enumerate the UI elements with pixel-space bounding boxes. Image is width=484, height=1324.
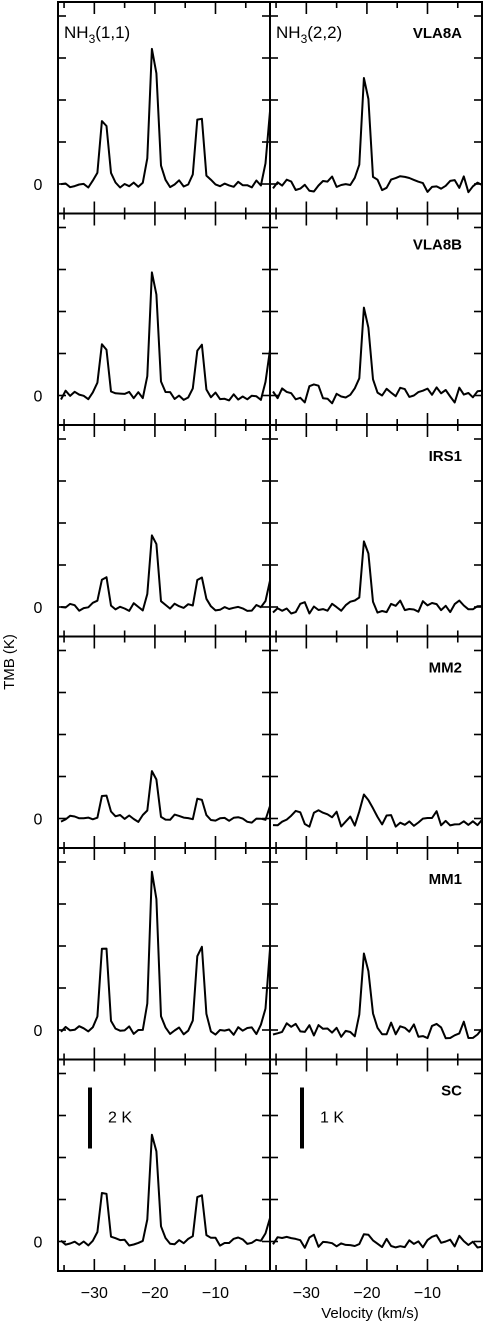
y-zero-label: 0: [34, 1023, 43, 1040]
x-tick-label: −30: [81, 1285, 108, 1302]
x-tick-label: −10: [202, 1285, 229, 1302]
x-tick-label: −20: [141, 1285, 168, 1302]
panel-frame: [269, 1058, 483, 1272]
source-label: VLA8A: [413, 25, 462, 42]
y-zero-label: 0: [34, 812, 43, 829]
y-zero-label: 0: [34, 389, 43, 406]
spectrum-line: [272, 77, 483, 194]
y-zero-label: 0: [34, 600, 43, 617]
spectrum-line: [60, 271, 271, 402]
x-axis-label: Velocity (km/s): [321, 1305, 419, 1322]
column-header: NH3(2,2): [276, 23, 342, 46]
source-label: MM1: [429, 871, 462, 888]
y-zero-label: 0: [34, 177, 43, 194]
panel-frame: [57, 212, 271, 426]
panel-mm2-nh3-22: [269, 635, 483, 849]
spectrum-line: [272, 952, 483, 1040]
panel-mm2-nh3-11: [57, 635, 271, 849]
panel-vla8b-nh3-11: [57, 212, 271, 426]
spectrum-line: [272, 540, 483, 615]
source-label: VLA8B: [413, 237, 462, 254]
y-axis-label: TMB (K): [1, 634, 18, 690]
spectrum-line: [60, 770, 271, 824]
spectrum-line: [272, 1233, 483, 1249]
scale-bar-label: 1 K: [320, 1110, 344, 1127]
scale-bar-label: 2 K: [108, 1110, 132, 1127]
spectrum-line: [60, 1133, 271, 1247]
x-tick-label: −20: [353, 1285, 380, 1302]
spectrum-line: [272, 306, 483, 405]
source-label: IRS1: [429, 448, 462, 465]
panel-mm1-nh3-11: [57, 847, 271, 1061]
x-tick-label: −30: [293, 1285, 320, 1302]
spectrum-line: [60, 47, 271, 189]
panel-sc-nh3-22: [269, 1058, 483, 1272]
spectrum-line: [60, 534, 271, 612]
column-header: NH3(1,1): [64, 23, 130, 46]
panel-sc-nh3-11: [57, 1058, 271, 1272]
spectrum-line: [272, 793, 483, 828]
panel-irs1-nh3-11: [57, 424, 271, 638]
y-zero-label: 0: [34, 1235, 43, 1252]
source-label: MM2: [429, 660, 462, 677]
source-label: SC: [441, 1083, 462, 1100]
x-tick-label: −10: [414, 1285, 441, 1302]
spectrum-line: [60, 870, 271, 1036]
panel-grid: 0 VLA8A 0 VLA8B 0 IRS1 0 MM2 0 MM1 0 SC NH3(1,1) NH3(…: [34, 1, 483, 1302]
